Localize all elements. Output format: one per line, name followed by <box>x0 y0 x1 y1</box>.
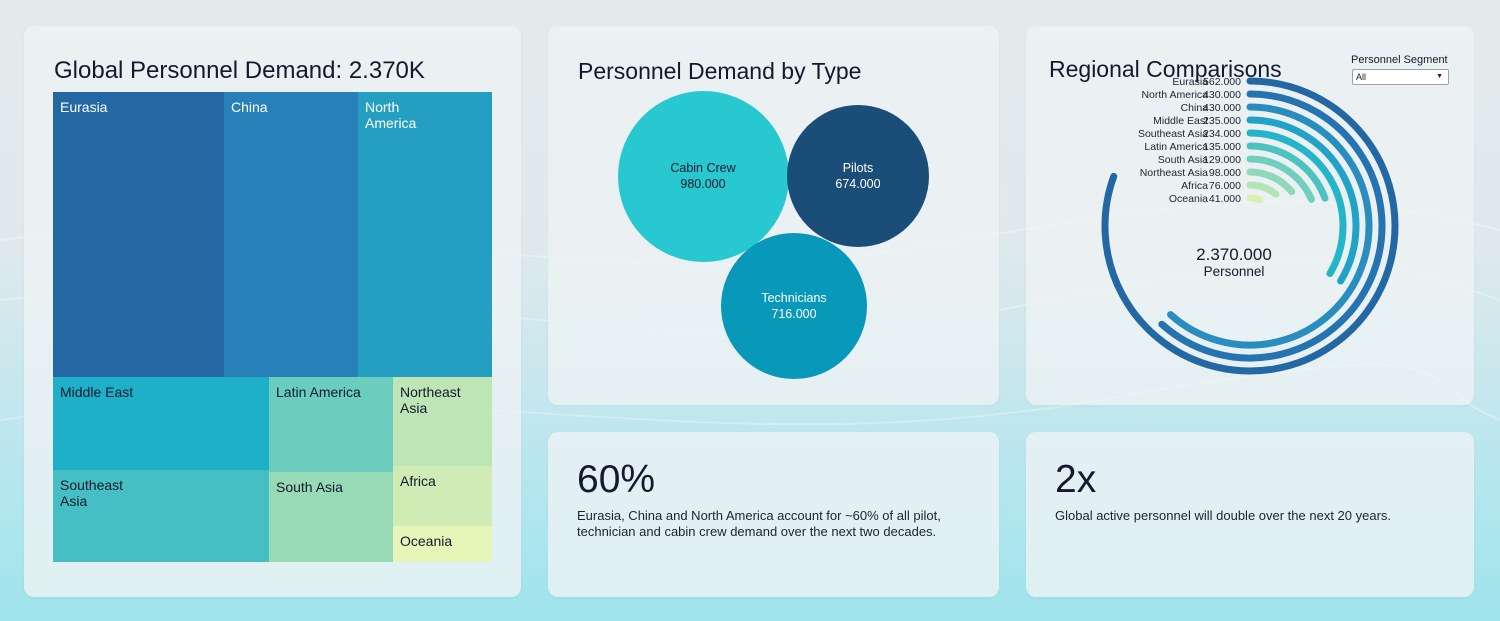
treemap-cell-label: Eurasia <box>60 99 108 115</box>
bubble[interactable]: Cabin Crew 980.000 <box>617 90 789 262</box>
chevron-down-icon: ▼ <box>1436 73 1443 80</box>
stat-description: Global active personnel will double over… <box>1055 508 1392 523</box>
radial-bar-label: Latin America <box>1144 141 1208 153</box>
radial-bar[interactable] <box>1246 155 1315 203</box>
stat-card-regions: 60% Eurasia, China and North America acc… <box>548 432 999 597</box>
segment-select-value: All <box>1356 72 1367 82</box>
radial-bar-label: China <box>1181 102 1209 114</box>
treemap-title: Global Personnel Demand: 2.370K <box>54 57 425 84</box>
bubble-chart-title: Personnel Demand by Type <box>578 58 862 84</box>
radial-bar-label: South Asia <box>1158 154 1208 166</box>
treemap-cell[interactable]: Latin America <box>269 377 393 472</box>
radial-bar-label: Northeast Asia <box>1140 167 1208 179</box>
radial-bar-value: 76.000 <box>1209 180 1241 192</box>
bubble[interactable]: Technicians 716.000 <box>721 233 867 379</box>
regional-title: Regional Comparisons <box>1049 56 1282 82</box>
treemap-cell[interactable]: Middle East <box>53 377 269 470</box>
treemap-cell-label: Middle East <box>60 384 134 400</box>
radial-bar[interactable] <box>1167 103 1373 349</box>
radial-bar[interactable] <box>1158 90 1386 362</box>
segment-select[interactable]: All ▼ <box>1352 69 1449 85</box>
radial-bar[interactable] <box>1246 194 1264 204</box>
bubble-value: 674.000 <box>835 177 881 191</box>
radial-bar[interactable] <box>1246 168 1296 196</box>
treemap-cell-label: North America <box>365 99 417 131</box>
treemap-cell[interactable]: Oceania <box>393 526 492 562</box>
treemap-chart: Eurasia China North America Middle East Sout… <box>53 92 492 562</box>
bubble-card: Personnel Demand by Type Cabin Crew 980.0… <box>548 26 999 405</box>
treemap-cell[interactable]: South Asia <box>269 472 393 562</box>
radial-bar-label: Southeast Asia <box>1138 128 1208 140</box>
bubble-value: 716.000 <box>771 307 817 321</box>
radial-bar-value: 41.000 <box>1209 193 1241 205</box>
radial-bar-value: 235.000 <box>1203 115 1241 127</box>
radial-bar-label: Middle East <box>1153 115 1208 127</box>
stat-number: 60% <box>577 458 656 501</box>
treemap-cell-label: Southeast Asia <box>60 477 124 509</box>
bubble-label: Pilots <box>842 161 874 175</box>
treemap-cell-label: Northeast Asia <box>400 384 461 416</box>
treemap-cell[interactable]: China <box>224 92 358 377</box>
radial-bar-label: North America <box>1141 89 1208 101</box>
radial-center-label: Personnel <box>1204 264 1265 279</box>
radial-bar[interactable] <box>1101 77 1399 375</box>
radial-bar[interactable] <box>1246 181 1280 198</box>
treemap-cell[interactable]: North America <box>358 92 492 377</box>
treemap-cell[interactable]: Africa <box>393 466 492 526</box>
treemap-cell[interactable]: Northeast Asia <box>393 377 492 466</box>
treemap-cell[interactable]: Eurasia <box>53 92 224 377</box>
bubble-label: Cabin Crew <box>670 161 736 175</box>
treemap-cell-label: South Asia <box>276 479 343 495</box>
radial-bar-value: 430.000 <box>1203 89 1241 101</box>
treemap-cell-label: Africa <box>400 473 436 489</box>
treemap-cell-label: China <box>231 99 268 115</box>
radial-bar-label: Eurasia <box>1172 76 1208 88</box>
bubble-value: 980.000 <box>680 177 726 191</box>
radial-bar[interactable] <box>1246 116 1360 285</box>
radial-bar-label: Oceania <box>1169 193 1208 205</box>
radial-bar-value: 562.000 <box>1203 76 1241 88</box>
radial-center-value: 2.370.000 <box>1196 245 1272 264</box>
radial-bar-value: 234.000 <box>1203 128 1241 140</box>
treemap-cell-label: Oceania <box>400 533 453 549</box>
radial-bar[interactable] <box>1246 129 1347 278</box>
stat-card-growth: 2x Global active personnel will double o… <box>1026 432 1474 597</box>
radial-bar-label: Africa <box>1181 180 1208 192</box>
bubble-chart: Cabin Crew 980.000 Pilots 674.000 Technician… <box>548 26 999 405</box>
stat-number: 2x <box>1055 458 1097 501</box>
treemap-cell-label: Latin America <box>276 384 361 400</box>
bubble[interactable]: Pilots 674.000 <box>787 105 929 247</box>
stat-description: Eurasia, China and North America account… <box>577 508 941 539</box>
treemap-card: Global Personnel Demand: 2.370K Eurasia C… <box>24 26 521 597</box>
radial-bar-value: 135.000 <box>1203 141 1241 153</box>
radial-bar[interactable] <box>1246 142 1329 202</box>
radial-bar-value: 98.000 <box>1209 167 1241 179</box>
radial-bar-value: 129.000 <box>1203 154 1241 166</box>
radial-bar-value: 430.000 <box>1203 102 1241 114</box>
segment-label: Personnel Segment <box>1351 54 1448 66</box>
bubble-label: Technicians <box>761 291 827 305</box>
treemap-cell[interactable]: Southeast Asia <box>53 470 269 562</box>
